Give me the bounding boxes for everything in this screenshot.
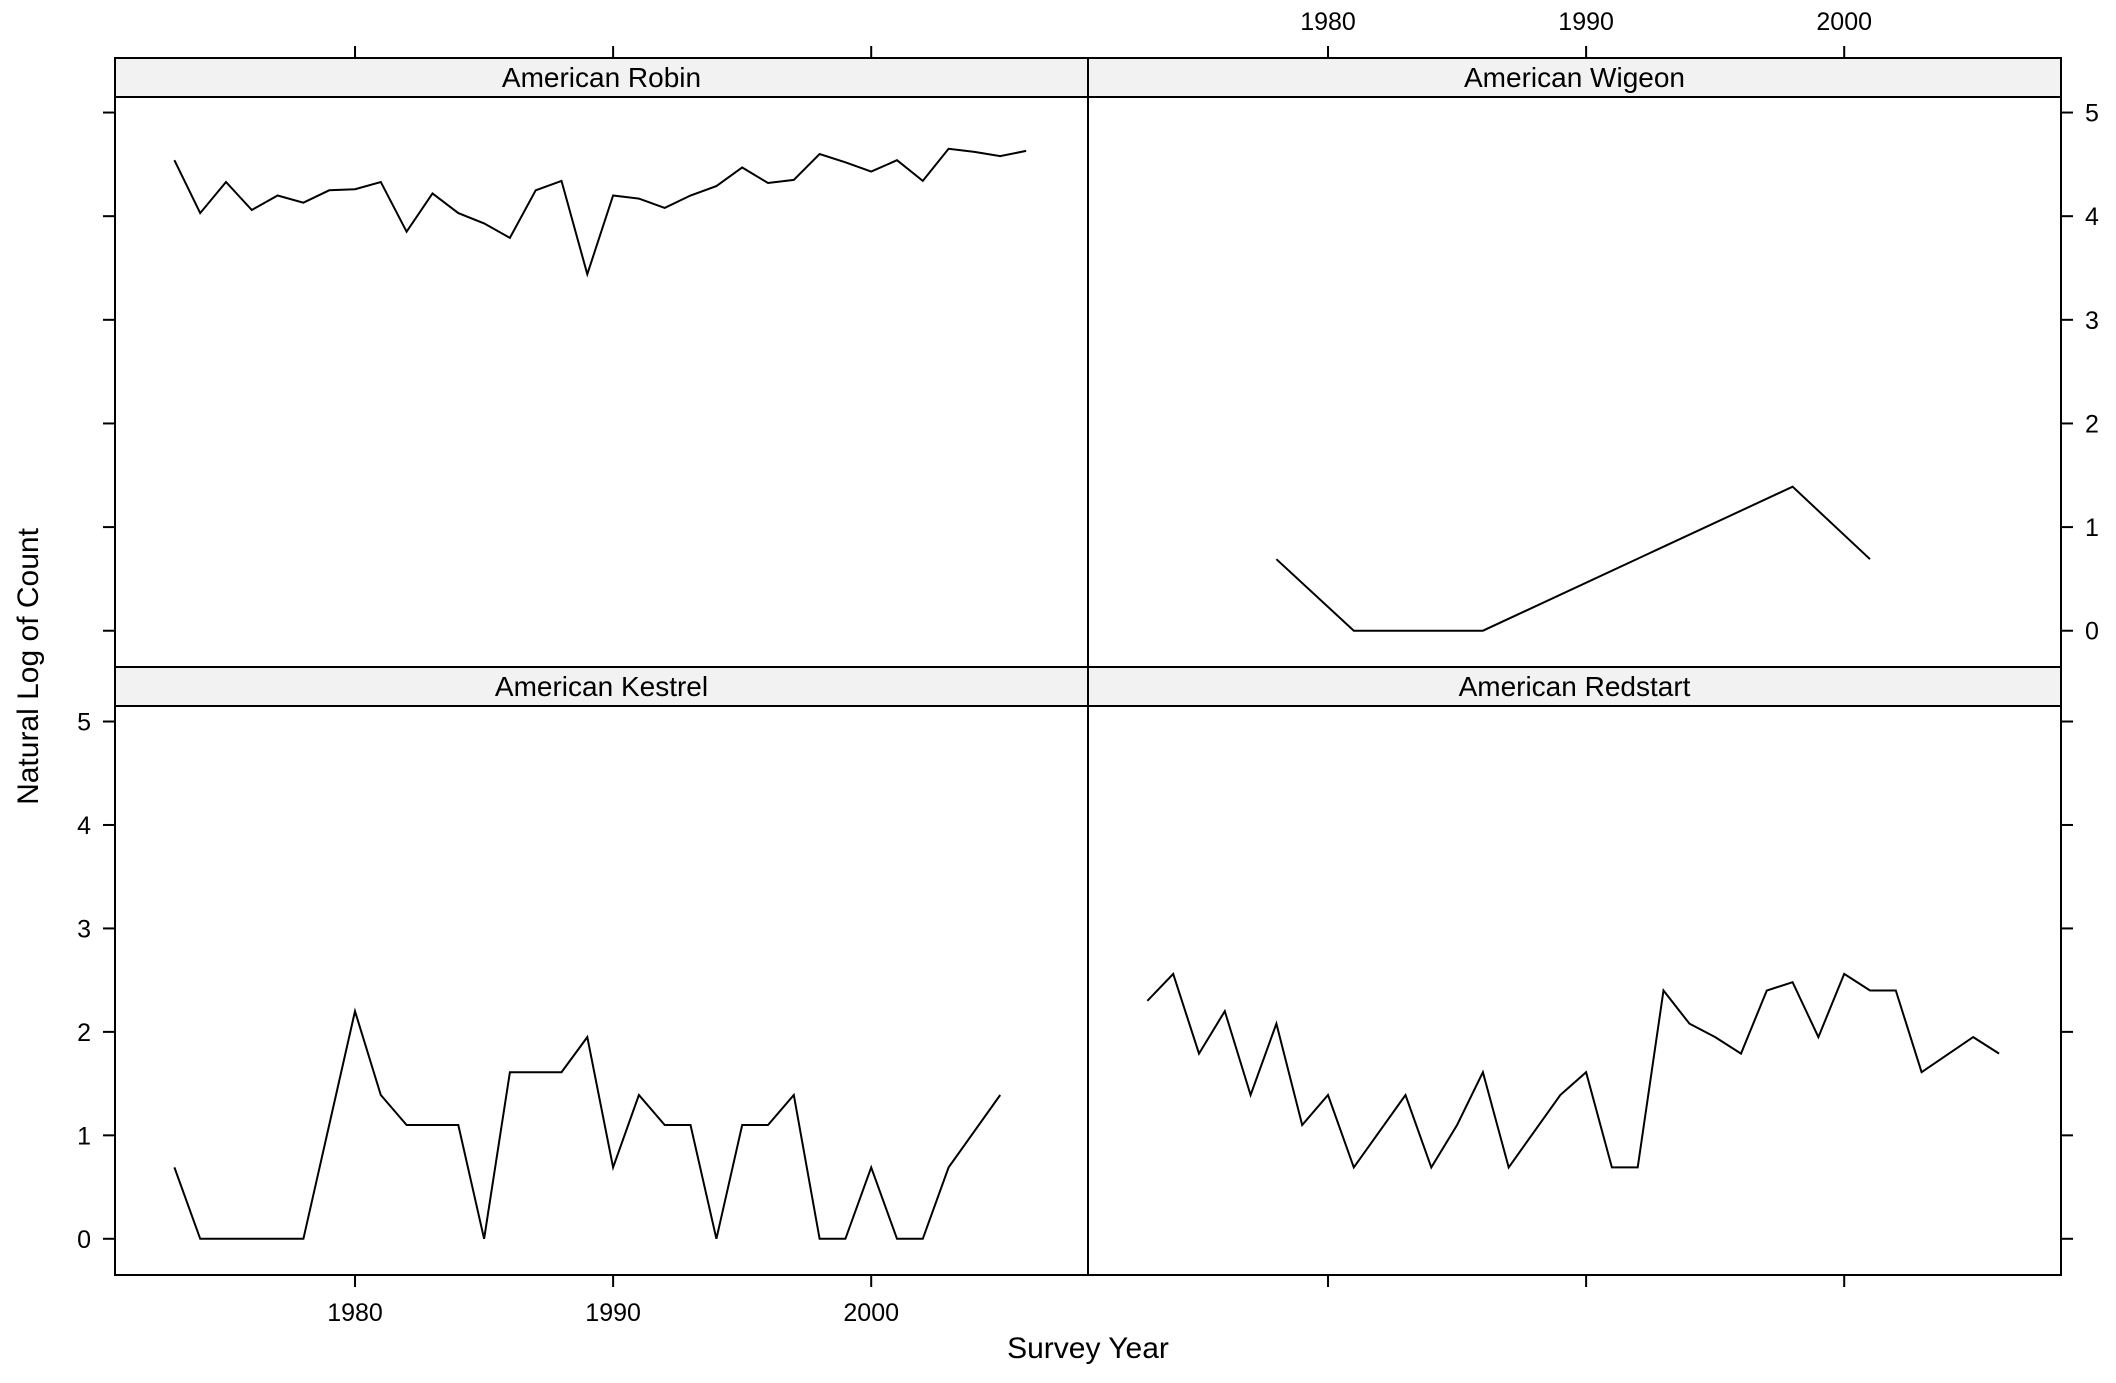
y-tick-label-left-0: 0	[77, 1226, 91, 1254]
y-tick-label-right-0: 0	[2085, 618, 2099, 646]
y-tick-label-left-1: 1	[77, 1122, 91, 1150]
y-tick-label-left-2: 2	[77, 1019, 91, 1047]
panel-title-american-redstart: American Redstart	[1459, 671, 1691, 702]
series-line-american-kestrel	[173, 1007, 1002, 1240]
y-tick-label-right-4: 4	[2085, 203, 2099, 231]
x-tick-label-bottom-1980: 1980	[327, 1299, 383, 1327]
strip-american-robin	[115, 58, 1088, 97]
x-tick-label-top-1990: 1990	[1558, 8, 1614, 36]
series-line-american-redstart	[1146, 972, 2000, 1170]
y-tick-label-right-3: 3	[2085, 307, 2099, 335]
y-tick-label-right-1: 1	[2085, 514, 2099, 542]
y-axis-title: Natural Log of Count	[12, 527, 45, 805]
y-tick-label-left-5: 5	[77, 709, 91, 737]
panel-title-american-wigeon: American Wigeon	[1464, 62, 1685, 93]
x-tick-label-bottom-1990: 1990	[585, 1299, 641, 1327]
x-tick-label-bottom-2000: 2000	[843, 1299, 899, 1327]
strip-american-redstart	[1088, 667, 2061, 706]
y-tick-label-left-3: 3	[77, 915, 91, 943]
panel-title-american-robin: American Robin	[502, 62, 701, 93]
strip-american-wigeon	[1088, 58, 2061, 97]
x-tick-label-top-1980: 1980	[1300, 8, 1356, 36]
x-axis-title: Survey Year	[1007, 1332, 1169, 1365]
series-line-american-wigeon	[1275, 485, 1871, 632]
panel-title-american-kestrel: American Kestrel	[495, 671, 708, 702]
strip-american-kestrel	[115, 667, 1088, 706]
y-tick-label-right-2: 2	[2085, 410, 2099, 438]
series-line-american-robin	[173, 147, 1027, 278]
y-tick-label-left-4: 4	[77, 812, 91, 840]
x-tick-label-top-2000: 2000	[1816, 8, 1872, 36]
y-tick-label-right-5: 5	[2085, 100, 2099, 128]
